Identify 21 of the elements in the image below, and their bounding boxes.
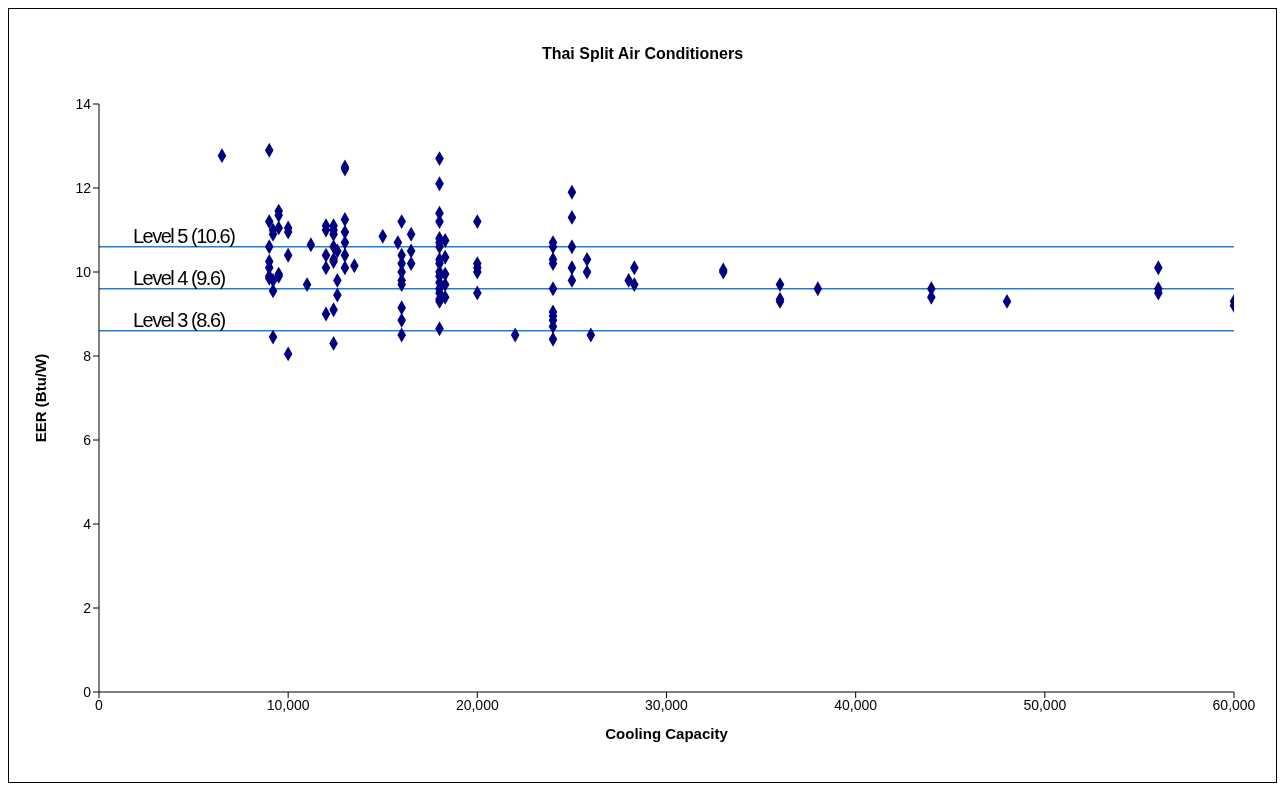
y-tick-label: 8 <box>83 347 92 364</box>
x-axis-title: Cooling Capacity <box>605 725 729 742</box>
y-tick-label: 14 <box>75 95 92 112</box>
ref-line-label: Level 5 (10.6) <box>133 224 236 247</box>
ref-line-label: Level 3 (8.6) <box>133 308 226 331</box>
y-tick-label: 2 <box>83 599 92 616</box>
y-tick-label: 4 <box>83 515 92 532</box>
ref-line-label: Level 4 (9.6) <box>133 266 226 289</box>
x-tick-label: 20,000 <box>455 696 499 713</box>
x-tick-label: 50,000 <box>1023 696 1067 713</box>
y-tick-label: 10 <box>75 263 92 280</box>
x-tick-label: 0 <box>95 696 104 713</box>
y-axis-title: EER (Btu/W) <box>32 353 50 443</box>
y-tick-label: 0 <box>83 683 92 700</box>
x-tick-label: 30,000 <box>645 696 689 713</box>
y-tick-label: 12 <box>75 179 92 196</box>
x-tick-label: 10,000 <box>266 696 310 713</box>
x-tick-label: 40,000 <box>834 696 878 713</box>
chart-title: Thai Split Air Conditioners <box>540 45 745 63</box>
y-tick-label: 6 <box>83 431 92 448</box>
x-tick-label: 60,000 <box>1212 696 1256 713</box>
